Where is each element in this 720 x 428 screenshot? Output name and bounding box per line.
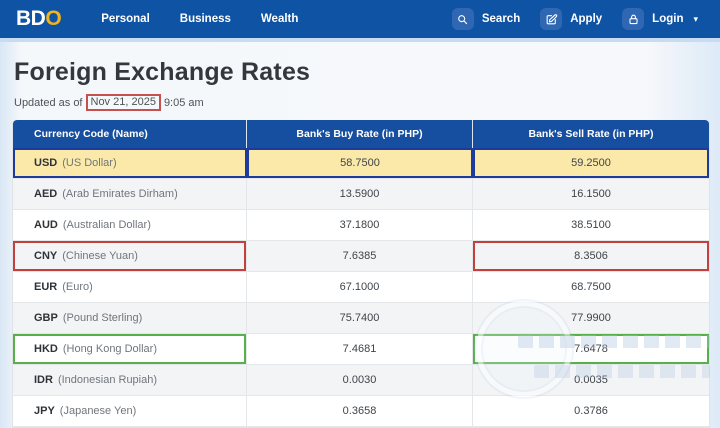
apply-label: Apply <box>570 13 603 25</box>
exchange-rates-table: Currency Code (Name) Bank's Buy Rate (in… <box>12 120 710 428</box>
buy-rate-cell-gbp: 75.7400 <box>247 303 473 333</box>
search-button[interactable]: Search <box>446 8 526 30</box>
sell-rate-cell-hkd: 7.6478 <box>473 334 709 364</box>
table-row-aed: AED (Arab Emirates Dirham) 13.5900 16.1500 <box>13 179 709 210</box>
currency-name: (Pound Sterling) <box>62 312 143 324</box>
table-row-idr: IDR (Indonesian Rupiah) 0.0030 0.0035 <box>13 365 709 396</box>
table-row-jpy: JPY (Japanese Yen) 0.3658 0.3786 <box>13 396 709 427</box>
buy-rate-cell-cny: 7.6385 <box>247 241 473 271</box>
search-icon <box>451 8 474 30</box>
buy-rate-cell-eur: 67.1000 <box>247 272 473 302</box>
top-navbar: BDO Personal Business Wealth Search Appl… <box>0 0 720 38</box>
currency-cell-aed: AED (Arab Emirates Dirham) <box>13 179 247 209</box>
updated-prefix: Updated as of <box>14 96 83 109</box>
main-nav: Personal Business Wealth <box>101 13 298 25</box>
currency-name: (Hong Kong Dollar) <box>62 343 157 355</box>
currency-code: IDR <box>34 374 53 386</box>
buy-rate-cell-jpy: 0.3658 <box>247 396 473 426</box>
nav-item-business[interactable]: Business <box>179 13 231 25</box>
nav-actions: Search Apply Login ▾ <box>446 8 704 30</box>
currency-name: (Japanese Yen) <box>59 405 137 417</box>
bdo-logo[interactable]: BDO <box>16 7 62 31</box>
currency-name: (Arab Emirates Dirham) <box>62 188 178 200</box>
currency-name: (Euro) <box>62 281 93 293</box>
currency-cell-aud: AUD (Australian Dollar) <box>13 210 247 240</box>
edit-icon <box>540 8 563 30</box>
currency-name: (US Dollar) <box>62 157 117 169</box>
logo-text-bd: BD <box>16 7 46 30</box>
buy-rate-cell-idr: 0.0030 <box>247 365 473 395</box>
buy-rate-cell-aud: 37.1800 <box>247 210 473 240</box>
currency-code: EUR <box>34 281 58 293</box>
lock-icon <box>622 8 645 30</box>
currency-cell-idr: IDR (Indonesian Rupiah) <box>13 365 247 395</box>
currency-cell-cny: CNY (Chinese Yuan) <box>13 241 247 271</box>
navbar-accent-strip <box>0 38 720 42</box>
currency-code: HKD <box>34 343 58 355</box>
column-header-sell-rate: Bank's Sell Rate (in PHP) <box>528 128 654 140</box>
table-row-gbp: GBP (Pound Sterling) 75.7400 77.9900 <box>13 303 709 334</box>
chevron-down-icon: ▾ <box>693 13 698 24</box>
currency-name: (Australian Dollar) <box>62 219 151 231</box>
login-label: Login <box>652 13 684 25</box>
currency-code: JPY <box>34 405 55 417</box>
sell-rate-cell-idr: 0.0035 <box>574 374 608 386</box>
nav-item-wealth[interactable]: Wealth <box>260 13 299 25</box>
updated-date-annotation-box: Nov 21, 2025 <box>85 94 161 111</box>
sell-rate-cell-gbp: 77.9900 <box>571 312 611 324</box>
updated-timestamp: Updated as of Nov 21, 2025 9:05 am <box>14 94 710 111</box>
column-header-buy-rate: Bank's Buy Rate (in PHP) <box>247 120 473 148</box>
sell-rate-cell-eur: 68.7500 <box>571 281 611 293</box>
table-row-eur: EUR (Euro) 67.1000 68.7500 <box>13 272 709 303</box>
currency-cell-jpy: JPY (Japanese Yen) <box>13 396 247 426</box>
currency-cell-usd: USD (US Dollar) <box>13 148 247 178</box>
table-row-hkd: HKD (Hong Kong Dollar) 7.4681 7.6478 <box>13 334 709 365</box>
currency-code: USD <box>34 157 58 169</box>
currency-cell-hkd: HKD (Hong Kong Dollar) <box>13 334 247 364</box>
sell-rate-cell-aud: 38.5100 <box>571 219 611 231</box>
column-header-currency: Currency Code (Name) <box>13 120 247 148</box>
table-row-cny: CNY (Chinese Yuan) 7.6385 8.3506 <box>13 241 709 272</box>
table-row-aud: AUD (Australian Dollar) 37.1800 38.5100 <box>13 210 709 241</box>
currency-code: AUD <box>34 219 58 231</box>
page-title: Foreign Exchange Rates <box>14 58 311 86</box>
table-row-usd: USD (US Dollar) 58.7500 59.2500 <box>13 148 709 179</box>
currency-cell-eur: EUR (Euro) <box>13 272 247 302</box>
buy-rate-cell-hkd: 7.4681 <box>247 334 473 364</box>
buy-rate-cell-aed: 13.5900 <box>247 179 473 209</box>
sell-rate-cell-cny: 8.3506 <box>473 241 709 271</box>
currency-cell-gbp: GBP (Pound Sterling) <box>13 303 247 333</box>
table-header-row: Currency Code (Name) Bank's Buy Rate (in… <box>13 120 709 148</box>
updated-time: 9:05 am <box>163 96 204 109</box>
buy-rate-cell-usd: 58.7500 <box>247 148 473 178</box>
login-button[interactable]: Login ▾ <box>616 8 704 30</box>
logo-text-o: O <box>45 7 62 30</box>
sell-rate-cell-aed: 16.1500 <box>571 188 611 200</box>
currency-code: GBP <box>34 312 58 324</box>
table-body: USD (US Dollar) 58.7500 59.2500 AED (Arab Emi… <box>13 148 709 427</box>
apply-button[interactable]: Apply <box>534 8 608 30</box>
nav-item-personal[interactable]: Personal <box>101 13 150 25</box>
page-content: Foreign Exchange Rates Updated as of Nov… <box>0 42 720 428</box>
sell-rate-cell-usd: 59.2500 <box>473 148 709 178</box>
currency-name: (Indonesian Rupiah) <box>57 374 158 386</box>
search-label: Search <box>481 13 521 25</box>
currency-name: (Chinese Yuan) <box>62 250 138 262</box>
currency-code: AED <box>34 188 58 200</box>
sell-rate-cell-jpy: 0.3786 <box>574 405 608 417</box>
currency-code: CNY <box>34 250 58 262</box>
